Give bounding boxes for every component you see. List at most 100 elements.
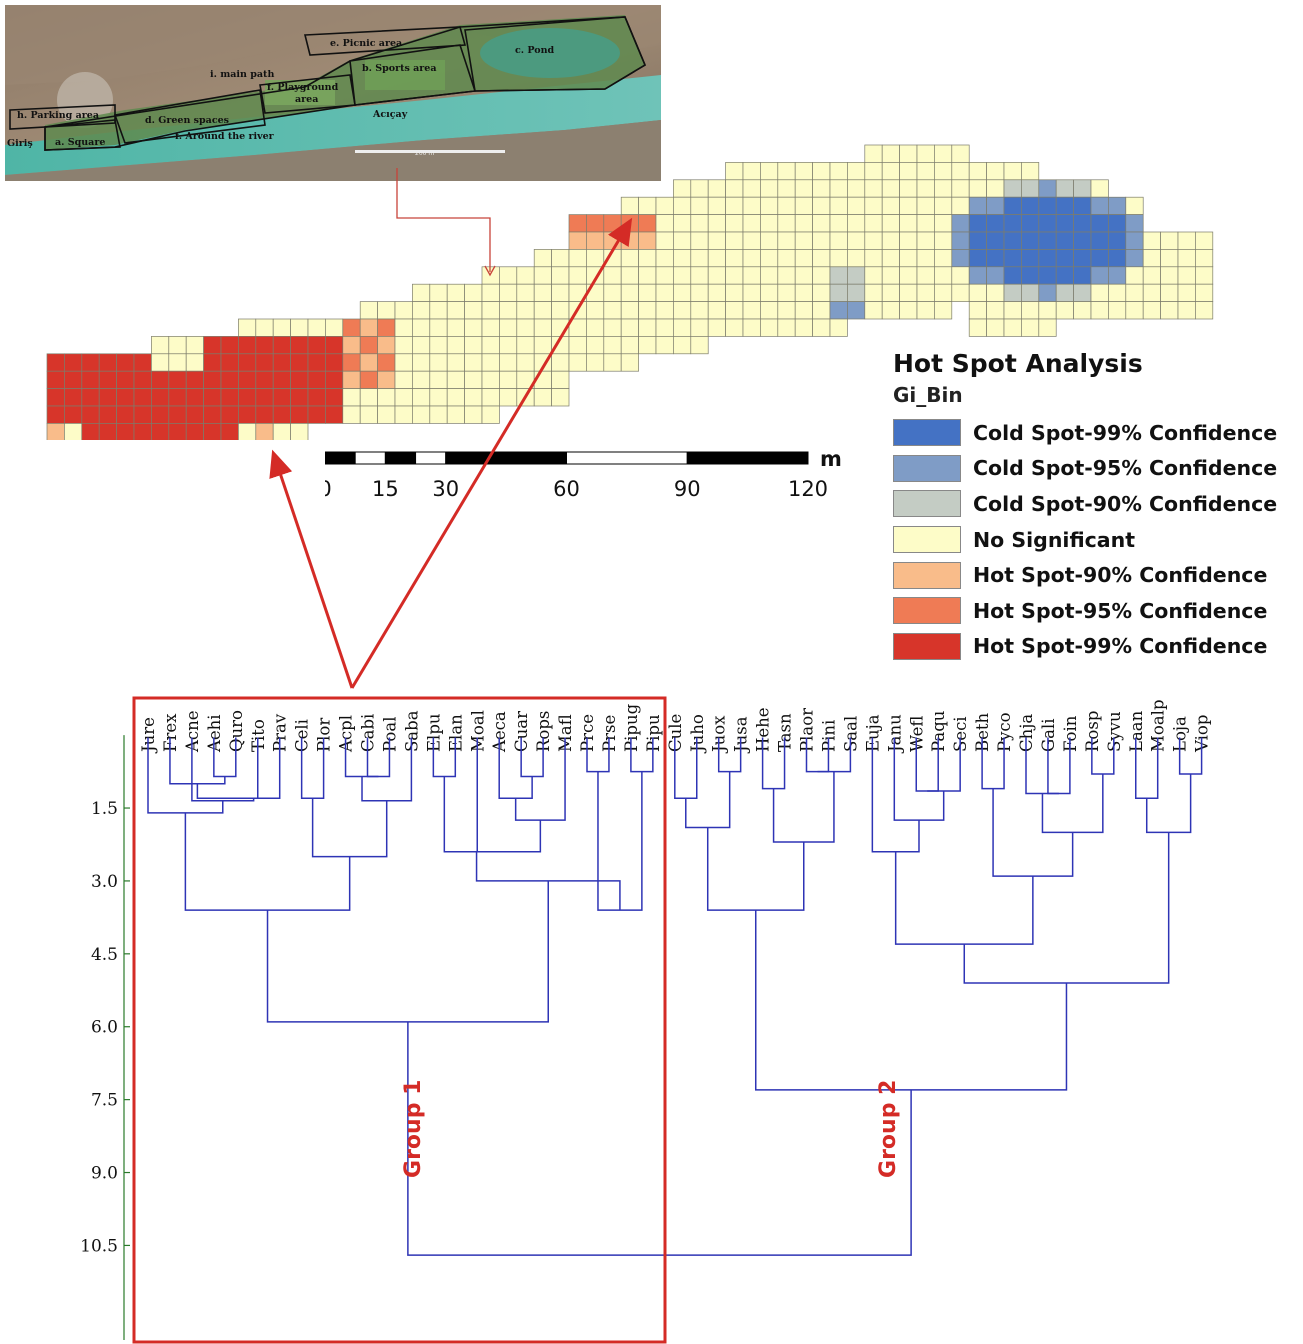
grid-cell xyxy=(934,249,953,268)
grid-cell xyxy=(864,144,883,163)
grid-cell xyxy=(864,249,883,268)
grid-cell xyxy=(881,162,900,181)
grid-cell xyxy=(481,405,500,424)
grid-cell xyxy=(342,318,361,337)
grid-cell xyxy=(464,318,483,337)
grid-cell xyxy=(446,353,465,372)
grid-cell xyxy=(185,405,204,424)
grid-cell xyxy=(655,301,674,320)
grid-cell xyxy=(899,196,918,215)
grid-cell xyxy=(1055,301,1074,320)
grid-cell xyxy=(290,353,309,372)
grid-cell xyxy=(81,370,100,389)
grid-cell xyxy=(725,266,744,285)
grid-cell xyxy=(1160,249,1179,268)
grid-cell xyxy=(707,283,726,302)
species-label: Elan xyxy=(446,714,465,752)
grid-cell xyxy=(46,423,65,440)
grid-cell xyxy=(568,283,587,302)
grid-cell xyxy=(1090,214,1109,233)
grid-cell xyxy=(794,179,813,198)
dendrogram-branch xyxy=(227,737,281,800)
grid-cell xyxy=(412,370,431,389)
dendrogram-branch xyxy=(1145,774,1192,834)
grid-cell xyxy=(794,196,813,215)
grid-cell xyxy=(690,301,709,320)
grid-cell xyxy=(847,231,866,250)
grid-cell xyxy=(742,179,761,198)
grid-cell xyxy=(551,336,570,355)
y-axis-tick-label: 9.0 xyxy=(91,1164,118,1184)
grid-cell xyxy=(499,301,518,320)
grid-cell xyxy=(673,318,692,337)
label-giris: Giriş xyxy=(7,138,33,149)
grid-cell xyxy=(1003,231,1022,250)
grid-cell xyxy=(499,266,518,285)
grid-cell xyxy=(203,388,222,407)
grid-cell xyxy=(464,283,483,302)
grid-cell xyxy=(551,388,570,407)
grid-cell xyxy=(307,405,326,424)
grid-cell xyxy=(516,336,535,355)
grid-cell xyxy=(620,266,639,285)
grid-cell xyxy=(481,283,500,302)
grid-cell xyxy=(1038,283,1057,302)
grid-cell xyxy=(1003,162,1022,181)
grid-cell xyxy=(916,162,935,181)
species-label: Plor xyxy=(315,718,334,752)
grid-cell xyxy=(272,353,291,372)
grid-cell xyxy=(690,318,709,337)
grid-cell xyxy=(916,196,935,215)
grid-cell xyxy=(168,388,187,407)
grid-cell xyxy=(934,179,953,198)
grid-cell xyxy=(446,318,465,337)
grid-cell xyxy=(464,336,483,355)
grid-cell xyxy=(133,388,152,407)
grid-cell xyxy=(899,249,918,268)
grid-cell xyxy=(290,423,309,440)
grid-cell xyxy=(272,318,291,337)
grid-cell xyxy=(673,283,692,302)
grid-cell xyxy=(829,266,848,285)
grid-cell xyxy=(290,405,309,424)
dendrogram-branch xyxy=(817,737,852,773)
grid-cell xyxy=(255,318,274,337)
species-label: Janu xyxy=(885,714,904,754)
grid-cell xyxy=(725,283,744,302)
grid-cell xyxy=(116,405,135,424)
grid-cell xyxy=(499,336,518,355)
grid-cell xyxy=(1021,318,1040,337)
dendrogram-branch xyxy=(894,851,1034,945)
grid-cell xyxy=(116,370,135,389)
dendrogram: 1.5 3.0 4.5 6.0 7.5 9.0 10.5 Jure Frex Acne Aehi Q… xyxy=(80,696,1212,1344)
grid-cell xyxy=(359,301,378,320)
grid-cell xyxy=(620,249,639,268)
dendrogram-branch xyxy=(871,737,920,853)
grid-cell xyxy=(829,318,848,337)
grid-cell xyxy=(812,283,831,302)
grid-cell xyxy=(777,301,796,320)
legend-item: Hot Spot-90% Confidence xyxy=(893,557,1298,593)
grid-cell xyxy=(916,144,935,163)
grid-cell xyxy=(464,301,483,320)
grid-cell xyxy=(151,336,170,355)
grid-cell xyxy=(864,214,883,233)
grid-cell xyxy=(46,388,65,407)
grid-cell xyxy=(359,318,378,337)
grid-cell xyxy=(586,283,605,302)
grid-cell xyxy=(655,318,674,337)
grid-cell xyxy=(1055,283,1074,302)
grid-cell xyxy=(847,196,866,215)
grid-cell xyxy=(760,283,779,302)
grid-cell xyxy=(168,370,187,389)
grid-cell xyxy=(255,388,274,407)
grid-cell xyxy=(968,179,987,198)
grid-cell xyxy=(359,405,378,424)
grid-cell xyxy=(707,196,726,215)
grid-cell xyxy=(707,301,726,320)
grid-cell xyxy=(533,283,552,302)
grid-cell xyxy=(968,231,987,250)
grid-cell xyxy=(446,405,465,424)
grid-cell xyxy=(133,423,152,440)
grid-cell xyxy=(707,214,726,233)
